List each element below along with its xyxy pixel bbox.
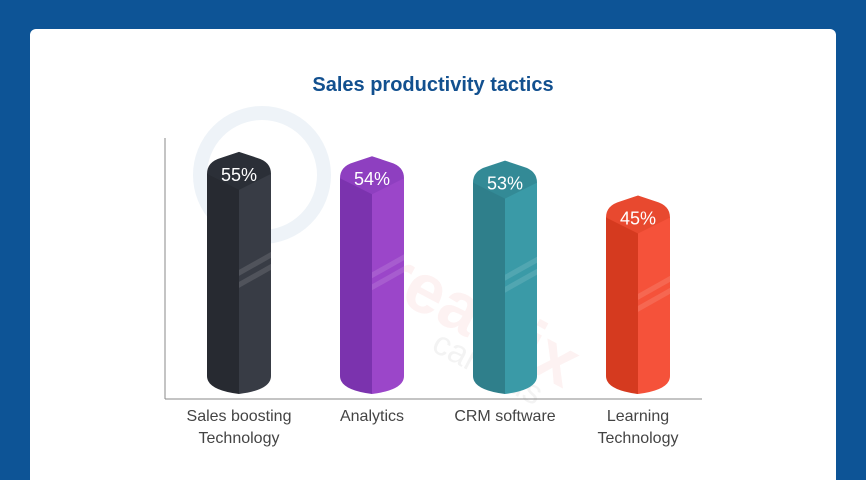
bar — [340, 156, 404, 394]
bar — [207, 151, 271, 394]
bar — [473, 160, 537, 394]
x-tick-label: Analytics — [340, 408, 404, 425]
data-label: 55% — [221, 165, 257, 185]
chart-title: Sales productivity tactics — [312, 74, 554, 96]
x-tick-label: Technology — [598, 430, 679, 447]
x-tick-label: Technology — [199, 430, 280, 447]
bar — [606, 195, 670, 394]
data-label: 45% — [620, 209, 656, 229]
chart-card — [30, 29, 836, 480]
data-label: 53% — [487, 174, 523, 194]
data-label: 54% — [354, 169, 390, 189]
x-tick-label: CRM software — [454, 408, 555, 425]
x-tick-label: Learning — [607, 408, 669, 425]
x-tick-label: Sales boosting — [187, 408, 292, 425]
